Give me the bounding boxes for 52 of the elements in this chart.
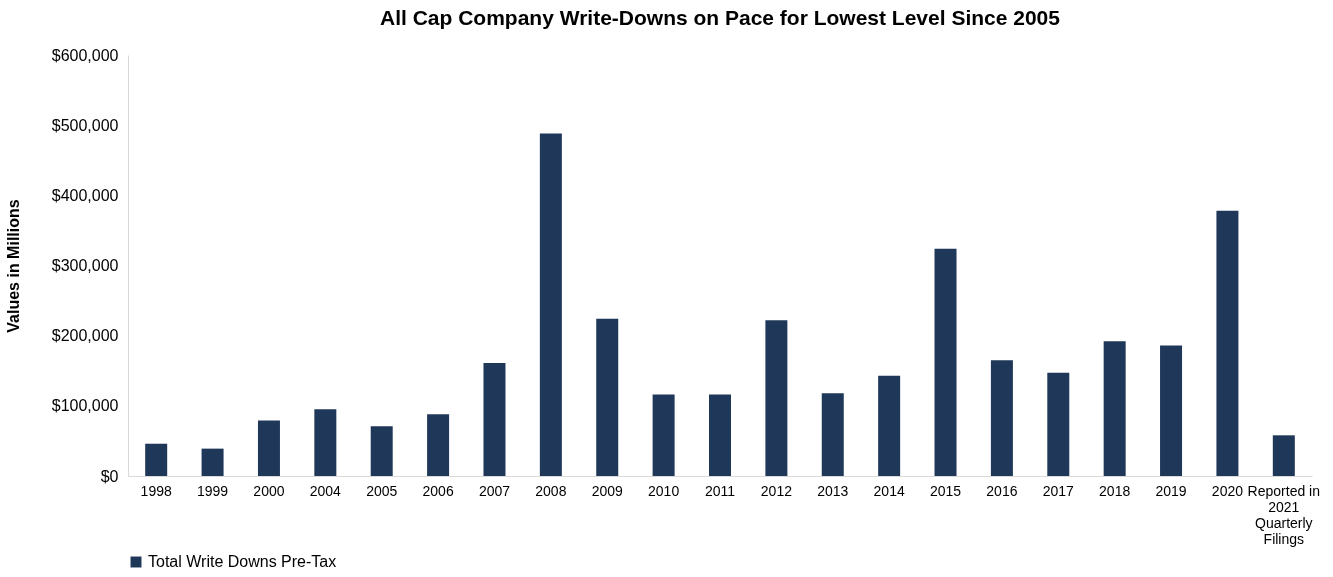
bar xyxy=(934,248,957,476)
y-tick-label: $100,000 xyxy=(51,397,119,415)
y-axis-title: Values in Millions xyxy=(4,199,22,333)
x-tick-label: 1999 xyxy=(196,482,229,499)
bar xyxy=(314,409,337,476)
x-tick-label: 2020 xyxy=(1211,482,1244,499)
x-tick-label: 2013 xyxy=(817,482,849,499)
x-tick-label: 2000 xyxy=(253,482,285,499)
x-tick-label: 2015 xyxy=(929,482,962,499)
bar xyxy=(652,394,675,476)
bar xyxy=(539,133,562,476)
bar xyxy=(709,394,731,476)
bar xyxy=(145,443,168,476)
x-tick-label: 2005 xyxy=(366,482,398,499)
x-tick-label: 2017 xyxy=(1042,482,1075,499)
bar xyxy=(878,375,901,476)
bar xyxy=(201,448,224,476)
y-tick-label: $500,000 xyxy=(51,116,119,134)
y-tick-label: $200,000 xyxy=(51,327,119,345)
x-tick-label: 2011 xyxy=(704,482,736,499)
bar xyxy=(1103,341,1126,476)
y-tick-label: $600,000 xyxy=(51,46,119,64)
chart-title: All Cap Company Write-Downs on Pace for Lowest Level Since 2005 xyxy=(380,6,1061,29)
y-tick-label: $0 xyxy=(100,467,119,485)
x-tick-label: 2016 xyxy=(986,482,1018,499)
bar xyxy=(483,363,506,476)
bar xyxy=(1216,210,1239,476)
y-tick-label: $400,000 xyxy=(51,186,119,204)
x-tick-label: 2012 xyxy=(760,482,793,499)
x-tick-label: 1998 xyxy=(140,482,172,499)
bar xyxy=(765,320,788,476)
x-tick-label: 2004 xyxy=(309,482,342,499)
bar xyxy=(990,360,1013,476)
bar xyxy=(1047,372,1070,476)
x-tick-label: Reported in 2021 Quarterly Filings xyxy=(1247,482,1320,547)
bar xyxy=(257,420,280,476)
x-tick-label: 2019 xyxy=(1155,482,1187,499)
bar xyxy=(427,414,450,476)
x-tick-label: 2014 xyxy=(873,482,905,499)
bar xyxy=(596,318,619,476)
bar xyxy=(821,393,844,476)
x-tick-label: 2010 xyxy=(648,482,680,499)
legend-label: Total Write Downs Pre-Tax xyxy=(148,553,337,570)
x-tick-label: 2009 xyxy=(591,482,624,499)
x-tick-label: 2008 xyxy=(535,482,567,499)
x-tick-label: 2018 xyxy=(1099,482,1131,499)
bar xyxy=(1160,345,1183,476)
bar xyxy=(370,426,393,476)
x-tick-label: 2006 xyxy=(422,482,454,499)
x-tick-label: 2007 xyxy=(478,482,511,499)
bar xyxy=(1272,435,1295,476)
y-tick-label: $300,000 xyxy=(51,257,119,274)
